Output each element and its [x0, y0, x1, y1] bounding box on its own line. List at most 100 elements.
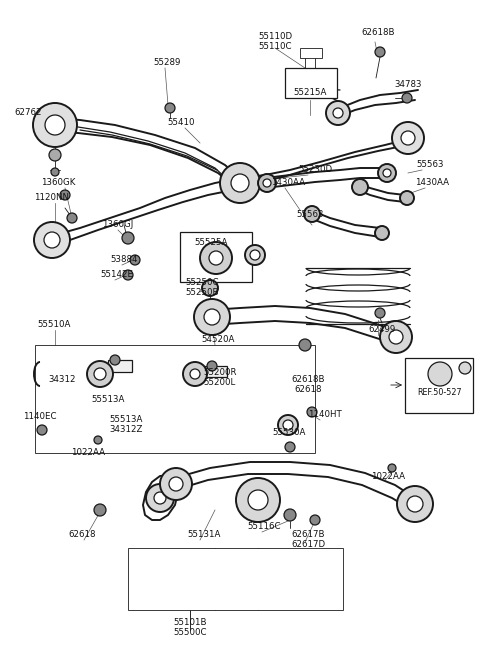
Text: 55230D: 55230D [298, 165, 332, 174]
Circle shape [209, 251, 223, 265]
Circle shape [190, 369, 200, 379]
Circle shape [278, 415, 298, 435]
Circle shape [231, 174, 249, 192]
Text: 1140EC: 1140EC [23, 412, 57, 421]
Circle shape [94, 368, 106, 380]
Circle shape [169, 477, 183, 491]
Text: 53884: 53884 [110, 255, 138, 264]
Circle shape [397, 486, 433, 522]
Circle shape [220, 163, 260, 203]
Text: 54520A: 54520A [201, 335, 235, 344]
Text: 1430AA: 1430AA [415, 178, 449, 187]
Text: 55513A: 55513A [91, 395, 125, 404]
Circle shape [207, 361, 217, 371]
Text: 62618: 62618 [68, 530, 96, 539]
Text: 55530A: 55530A [272, 428, 306, 437]
Text: 55510A: 55510A [37, 320, 71, 329]
Circle shape [307, 407, 317, 417]
Circle shape [160, 468, 192, 500]
Text: 1430AA: 1430AA [271, 178, 305, 187]
Circle shape [250, 250, 260, 260]
Text: 55110D
55110C: 55110D 55110C [258, 32, 292, 51]
Circle shape [49, 149, 61, 161]
Circle shape [60, 190, 70, 200]
Circle shape [183, 362, 207, 386]
Circle shape [200, 242, 232, 274]
Circle shape [248, 490, 268, 510]
Text: 62499: 62499 [368, 325, 396, 334]
Circle shape [94, 436, 102, 444]
Circle shape [389, 330, 403, 344]
Circle shape [392, 122, 424, 154]
Circle shape [202, 280, 218, 296]
Text: 34783: 34783 [394, 80, 422, 89]
Text: 1022AA: 1022AA [371, 472, 405, 481]
Circle shape [299, 339, 311, 351]
Text: 55250C
55250B: 55250C 55250B [185, 278, 219, 297]
Circle shape [388, 464, 396, 472]
Circle shape [236, 478, 280, 522]
Text: 62618B
62618: 62618B 62618 [291, 375, 325, 394]
Text: 62618B: 62618B [361, 28, 395, 37]
Circle shape [428, 362, 452, 386]
Bar [300, 48, 322, 58]
Circle shape [352, 179, 368, 195]
Circle shape [123, 270, 133, 280]
Text: 55116C: 55116C [247, 522, 281, 531]
Bar [205, 366, 227, 377]
Circle shape [146, 484, 174, 512]
Circle shape [204, 309, 220, 325]
Text: 55563: 55563 [296, 210, 324, 219]
Text: REF.50-527: REF.50-527 [418, 388, 462, 397]
Text: 62762: 62762 [14, 108, 42, 117]
Bar [35, 345, 315, 453]
Text: 55525A: 55525A [194, 238, 228, 247]
Circle shape [402, 93, 412, 103]
Circle shape [37, 425, 47, 435]
Circle shape [245, 245, 265, 265]
Text: 62617B
62617D: 62617B 62617D [291, 530, 325, 550]
Bar [128, 548, 343, 610]
Text: 55410: 55410 [167, 118, 195, 127]
Circle shape [459, 362, 471, 374]
Circle shape [45, 115, 65, 135]
Text: 1140HT: 1140HT [308, 410, 342, 419]
Circle shape [378, 164, 396, 182]
Circle shape [258, 174, 276, 192]
Circle shape [375, 226, 389, 240]
Circle shape [94, 504, 106, 516]
Text: 55563: 55563 [416, 160, 444, 169]
Bar [285, 68, 337, 98]
Bar [405, 358, 473, 413]
Text: 34312: 34312 [48, 375, 76, 384]
Circle shape [33, 103, 77, 147]
Text: 55200R
55200L: 55200R 55200L [203, 368, 237, 387]
Circle shape [401, 131, 415, 145]
Text: 55215A: 55215A [293, 88, 327, 97]
Circle shape [310, 515, 320, 525]
Circle shape [34, 222, 70, 258]
Text: 1360GJ: 1360GJ [102, 220, 133, 229]
Circle shape [375, 47, 385, 57]
Text: 55513A
34312Z: 55513A 34312Z [109, 415, 143, 434]
Circle shape [375, 308, 385, 318]
Circle shape [67, 213, 77, 223]
Text: 1022AA: 1022AA [71, 448, 105, 457]
Circle shape [407, 496, 423, 512]
Circle shape [284, 509, 296, 521]
Circle shape [122, 232, 134, 244]
Circle shape [194, 299, 230, 335]
Circle shape [380, 321, 412, 353]
Text: 55131A: 55131A [187, 530, 221, 539]
Circle shape [333, 108, 343, 118]
Circle shape [51, 168, 59, 176]
Circle shape [285, 442, 295, 452]
Circle shape [263, 179, 271, 187]
Circle shape [130, 255, 140, 265]
Text: 1120NN: 1120NN [35, 193, 70, 202]
Text: 55101B
55500C: 55101B 55500C [173, 618, 207, 637]
Circle shape [44, 232, 60, 248]
Circle shape [110, 355, 120, 365]
Circle shape [326, 101, 350, 125]
Circle shape [154, 492, 166, 504]
